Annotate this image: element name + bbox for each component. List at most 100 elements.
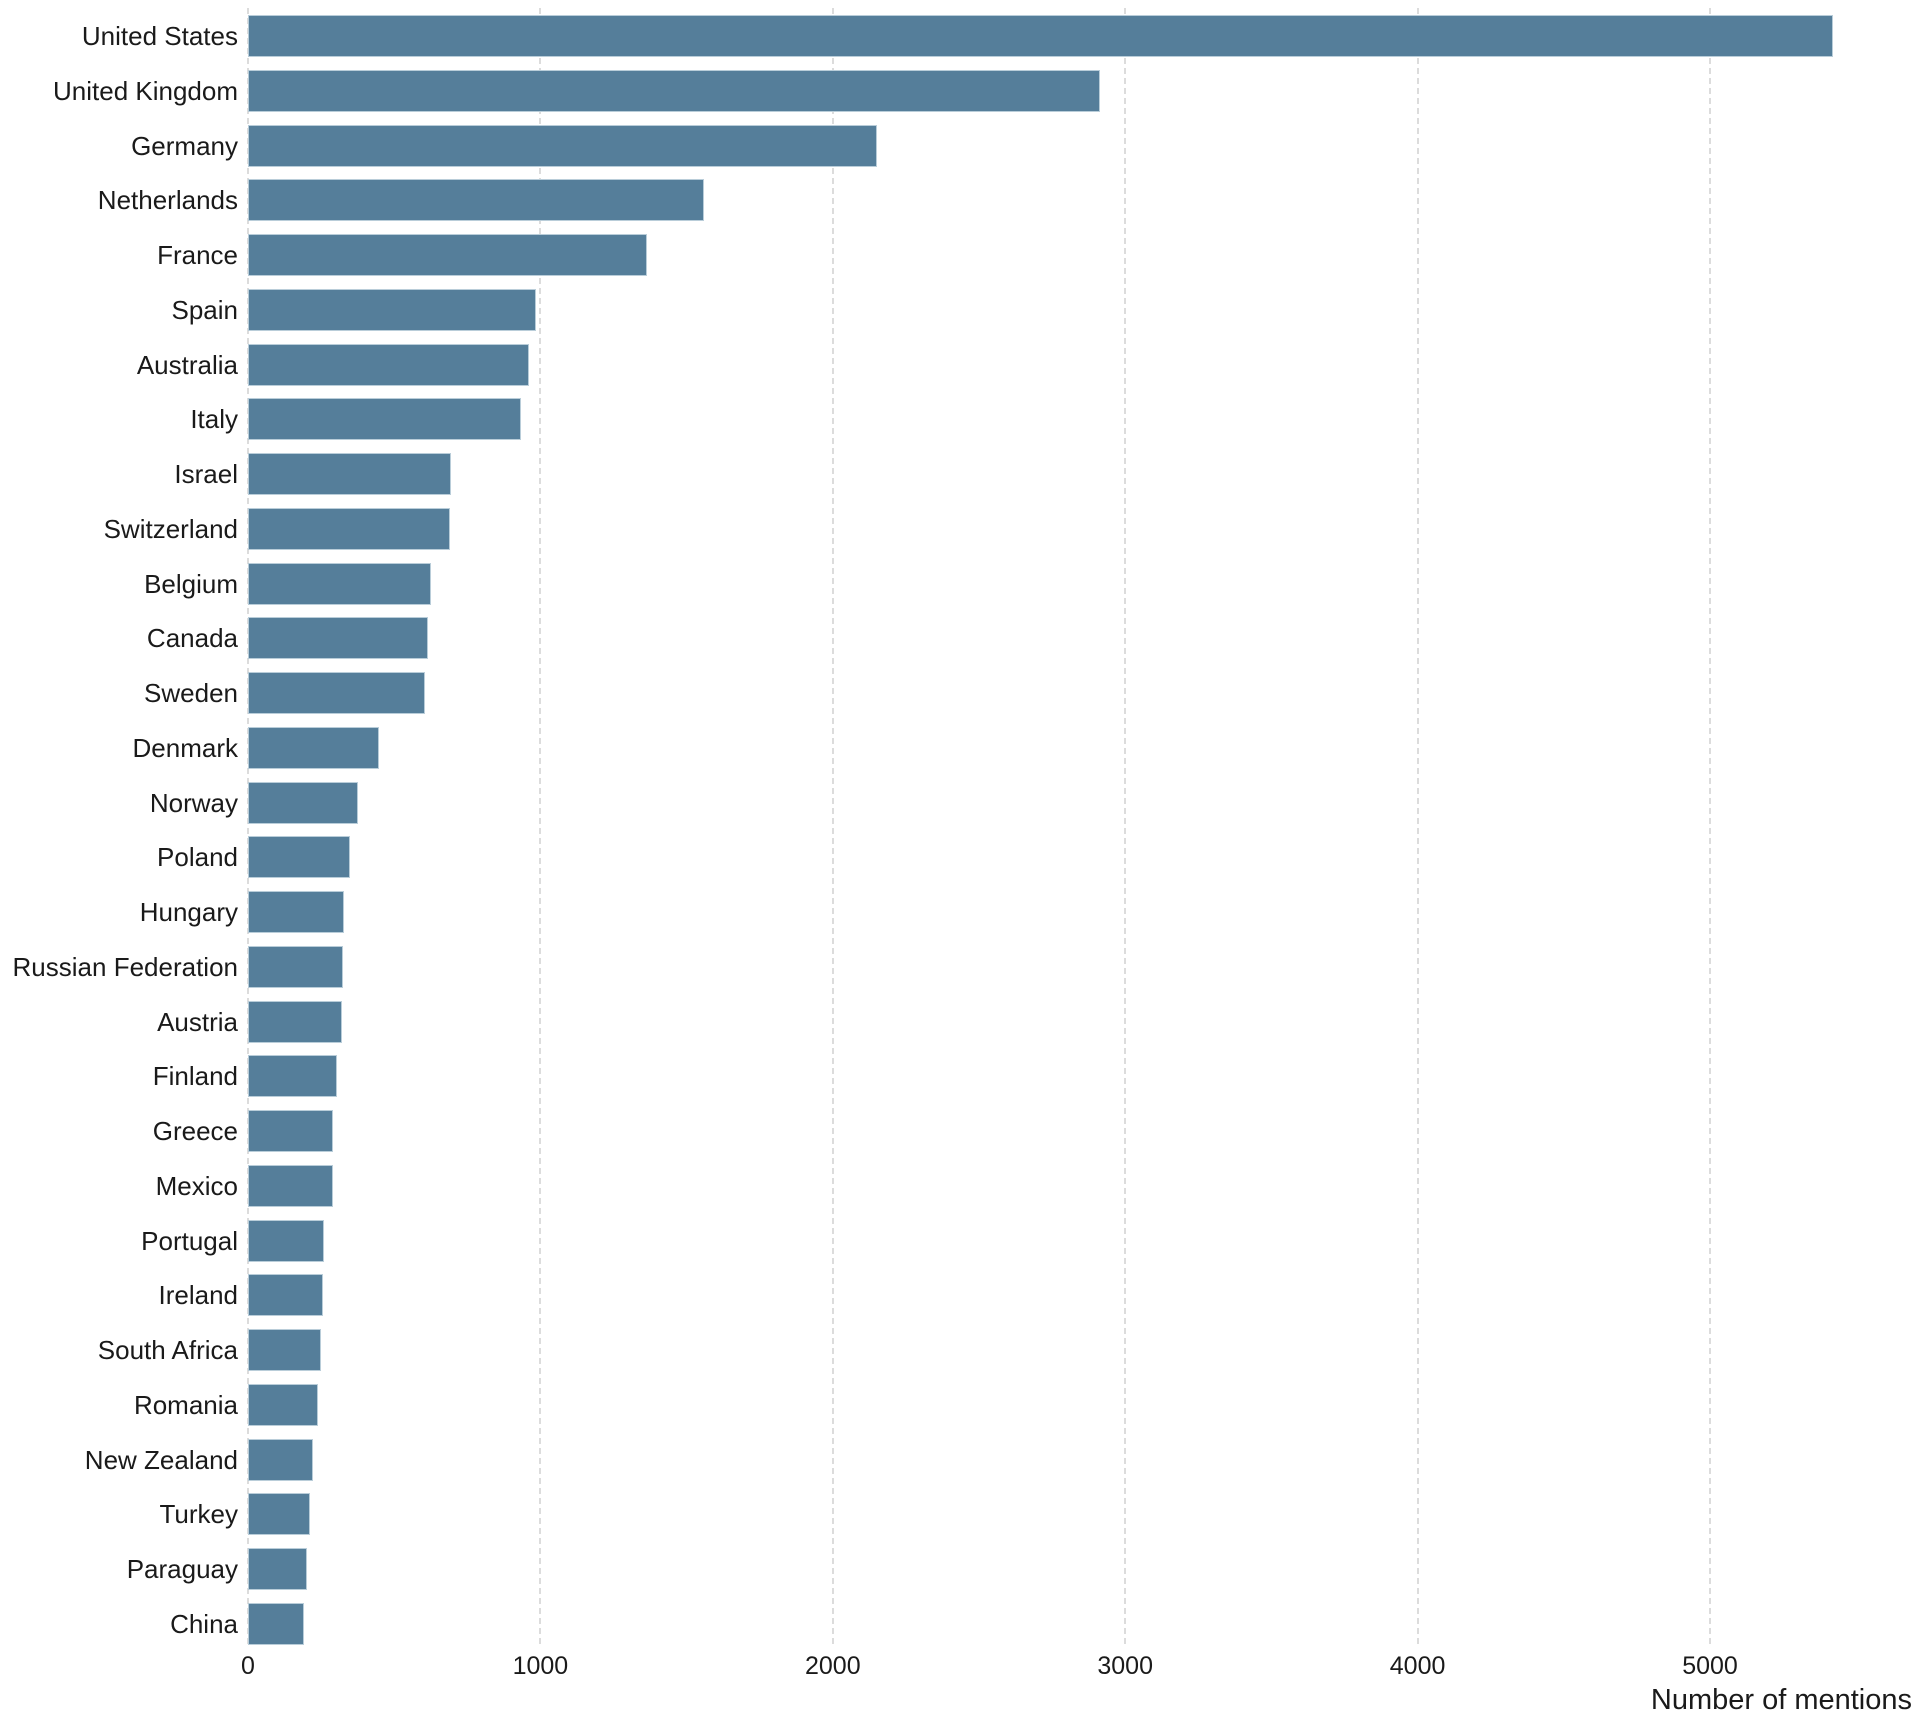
- x-tick-label: 1000: [512, 1652, 569, 1680]
- bar: [248, 234, 648, 276]
- bar: [248, 1000, 342, 1043]
- bar: [248, 945, 344, 988]
- category-label: Italy: [190, 404, 238, 435]
- plot-area: United States United Kingdom Germany Nether…: [0, 8, 1920, 1648]
- x-axis: 0 1000 2000 3000 4000 5000: [0, 1652, 1920, 1684]
- category-label: Turkey: [159, 1499, 239, 1530]
- category-label: United Kingdom: [53, 75, 238, 106]
- bar-row: Belgium: [0, 562, 1920, 605]
- bar: [248, 1329, 322, 1371]
- bar: [248, 179, 705, 222]
- bar-row: Ireland: [0, 1274, 1920, 1317]
- bar-row: Hungary: [0, 891, 1920, 933]
- gridline: [831, 8, 834, 1648]
- x-tick-label: 5000: [1682, 1652, 1738, 1680]
- bar-row: Poland: [0, 836, 1920, 879]
- bar: [248, 781, 358, 824]
- category-label: Poland: [157, 842, 238, 873]
- category-label: Spain: [171, 294, 239, 325]
- category-label: Portugal: [141, 1225, 238, 1256]
- bar-row: Germany: [0, 124, 1920, 167]
- bar: [248, 343, 529, 386]
- bar: [248, 1110, 334, 1152]
- bar: [248, 1274, 323, 1317]
- bar: [248, 891, 344, 933]
- bar: [248, 1602, 304, 1645]
- x-tick-label: 4000: [1389, 1652, 1446, 1680]
- bar-row: Israel: [0, 453, 1920, 495]
- bar-row: Switzerland: [0, 507, 1920, 550]
- gridline: [1709, 8, 1711, 1648]
- bar-row: Austria: [0, 1000, 1920, 1043]
- category-label: Finland: [152, 1061, 238, 1092]
- bar-row: France: [0, 234, 1920, 276]
- x-tick-label: 3000: [1097, 1652, 1153, 1680]
- x-axis-title: Number of mentions: [1650, 1684, 1912, 1716]
- bar-row: Turkey: [0, 1493, 1920, 1536]
- category-label: Switzerland: [103, 513, 238, 544]
- bar-row: South Africa: [0, 1329, 1920, 1371]
- category-label: Greece: [152, 1116, 238, 1146]
- category-label: Australia: [136, 349, 238, 380]
- bar: [248, 1055, 338, 1098]
- bar-row: China: [0, 1602, 1920, 1645]
- category-label: United States: [81, 21, 238, 51]
- category-label: Denmark: [132, 732, 238, 763]
- bar: [248, 507, 450, 550]
- bar-row: Romania: [0, 1383, 1920, 1426]
- category-label: Austria: [157, 1006, 238, 1037]
- bar-row: United Kingdom: [0, 69, 1920, 112]
- category-label: Romania: [133, 1389, 238, 1420]
- bar-row: Netherlands: [0, 179, 1920, 222]
- bar: [248, 288, 536, 331]
- bar-row: Portugal: [0, 1219, 1920, 1262]
- category-label: China: [170, 1608, 238, 1639]
- bar-row: Russian Federation: [0, 945, 1920, 988]
- bar-row: Italy: [0, 398, 1920, 441]
- category-label: Sweden: [144, 678, 238, 708]
- bar-row: Australia: [0, 343, 1920, 386]
- bar: [248, 1548, 308, 1590]
- category-label: Germany: [131, 130, 238, 161]
- category-label: Belgium: [144, 568, 238, 599]
- category-label: New Zealand: [84, 1444, 238, 1475]
- bar: [248, 1383, 319, 1426]
- bar: [248, 398, 522, 441]
- bar: [248, 1164, 333, 1207]
- x-tick-label: 2000: [804, 1652, 861, 1680]
- category-label: Russian Federation: [12, 951, 238, 982]
- bar: [248, 726, 379, 769]
- bar: [248, 836, 351, 879]
- bar: [248, 124, 877, 167]
- bar-row: Sweden: [0, 672, 1920, 714]
- bar: [248, 1493, 311, 1536]
- category-label: Ireland: [158, 1280, 239, 1311]
- gridline: [539, 8, 542, 1648]
- category-label: Hungary: [139, 897, 238, 927]
- bar-row: Finland: [0, 1055, 1920, 1098]
- category-label: Paraguay: [126, 1554, 238, 1584]
- bar: [248, 562, 431, 605]
- category-label: Mexico: [155, 1170, 238, 1201]
- category-label: South Africa: [97, 1335, 238, 1365]
- bar: [248, 1219, 325, 1262]
- category-label: France: [157, 240, 238, 270]
- bar: [248, 1438, 314, 1481]
- bar: [248, 453, 452, 495]
- category-label: Norway: [149, 787, 238, 818]
- x-tick-label: 0: [241, 1652, 255, 1680]
- bar: [248, 617, 428, 660]
- category-label: Israel: [174, 459, 238, 489]
- bar-row: Spain: [0, 288, 1920, 331]
- category-label: Netherlands: [97, 185, 238, 216]
- gridline: [1124, 8, 1127, 1648]
- bar-row: Norway: [0, 781, 1920, 824]
- bar-row: Mexico: [0, 1164, 1920, 1207]
- gridline: [247, 8, 249, 1648]
- bar-row: Denmark: [0, 726, 1920, 769]
- category-label: Canada: [146, 623, 238, 654]
- bar-row: Paraguay: [0, 1548, 1920, 1590]
- bar: [248, 15, 1833, 57]
- bar: [248, 69, 1101, 112]
